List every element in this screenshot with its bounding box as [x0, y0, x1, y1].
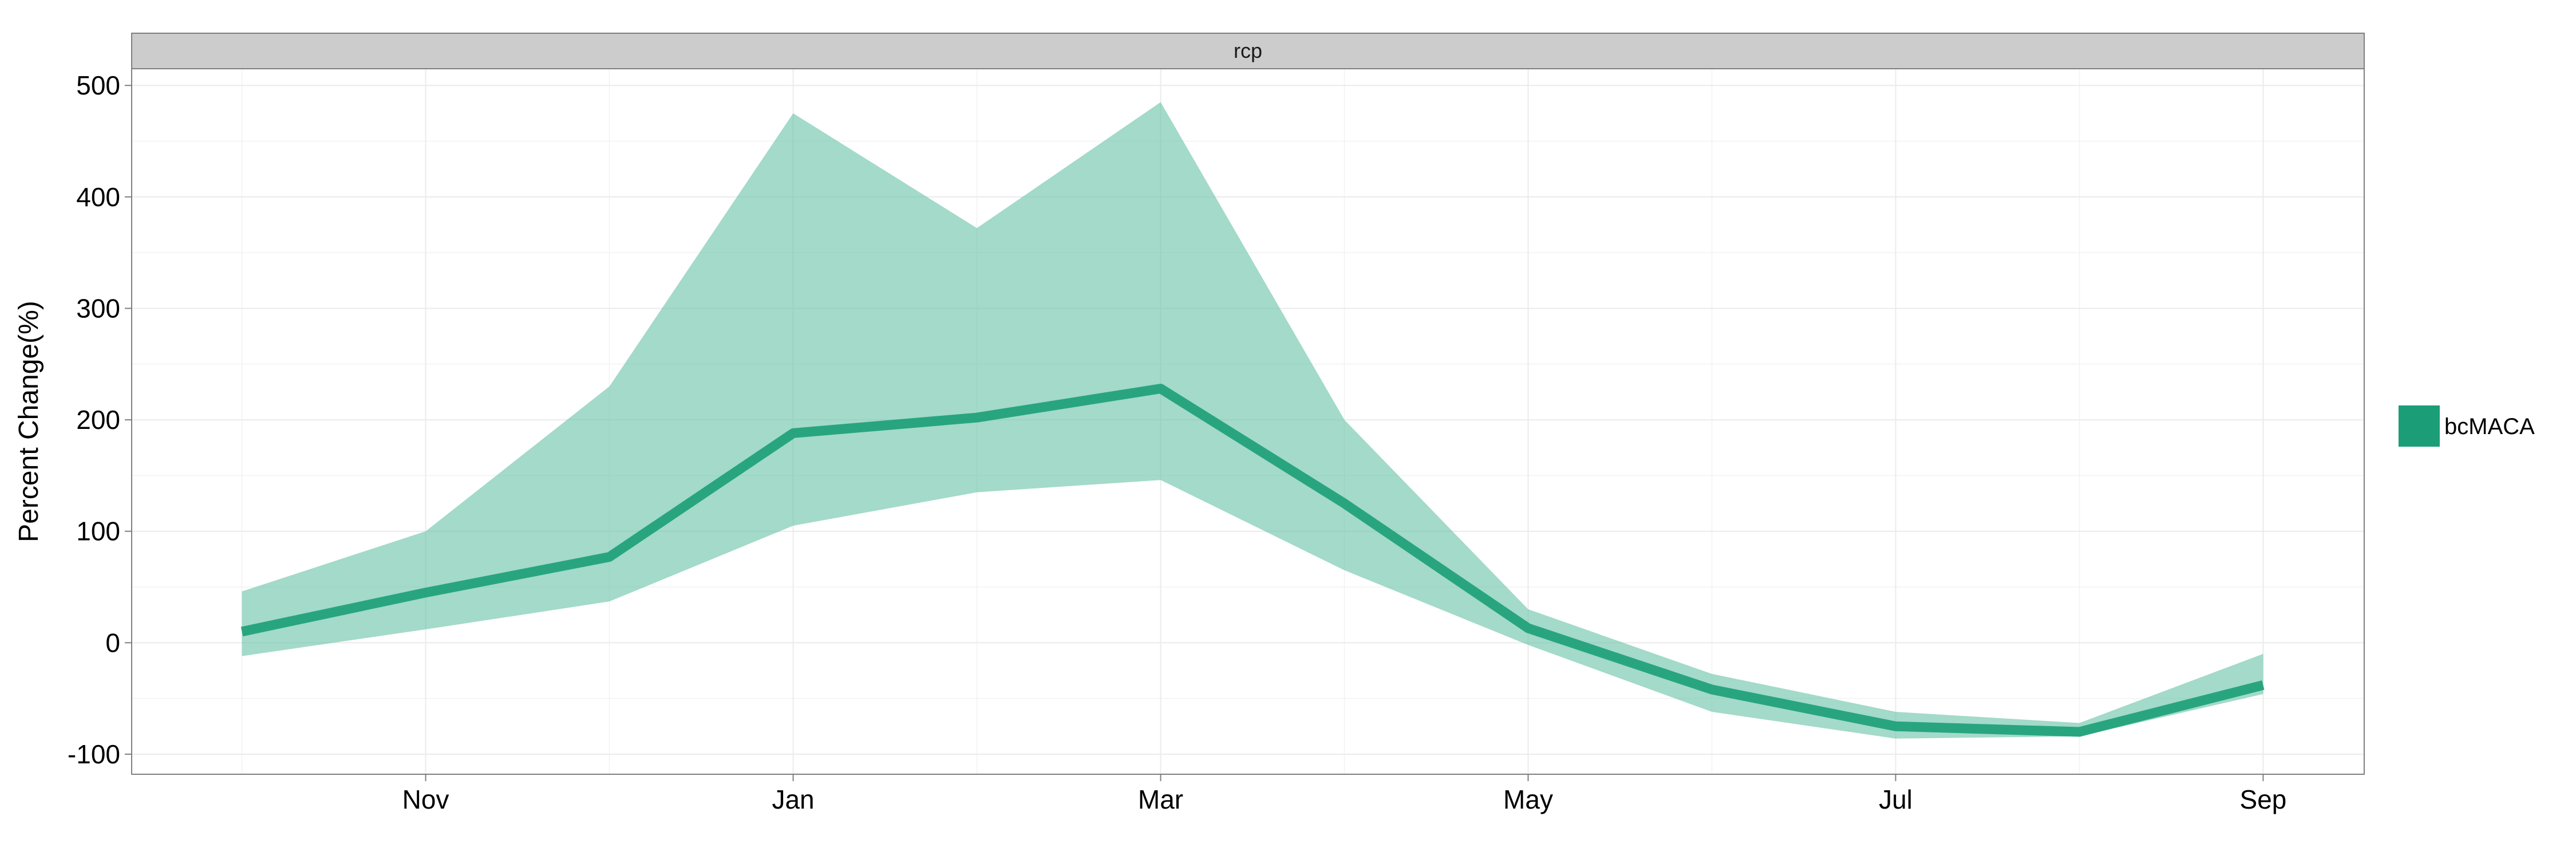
- series-point: [240, 629, 244, 634]
- y-axis-title: Percent Change(%): [14, 301, 44, 542]
- legend-label-bcmaca: bcMACA: [2444, 414, 2535, 439]
- y-tick-label: 100: [76, 517, 120, 546]
- series-point: [1526, 626, 1531, 631]
- series-point: [975, 415, 979, 420]
- series-point: [2077, 730, 2082, 734]
- series-point: [1342, 501, 1347, 506]
- x-tick-label: May: [1503, 785, 1553, 814]
- x-axis: Nov Jan Mar May Jul Sep: [402, 774, 2287, 814]
- series-point: [424, 590, 428, 595]
- series-point: [607, 555, 612, 559]
- legend: bcMACA: [2399, 405, 2535, 447]
- y-axis: -100 0 100 200 300 400 500: [68, 70, 132, 769]
- plot-panel-border: [131, 68, 2365, 775]
- line-layer: [240, 384, 2266, 737]
- series-point: [1894, 724, 1898, 728]
- legend-key-bcmaca: [2399, 405, 2440, 447]
- y-tick-label: 300: [76, 293, 120, 323]
- y-tick-label: 200: [76, 405, 120, 435]
- facet-strip-background: [131, 33, 2365, 69]
- y-tick-label: 400: [76, 182, 120, 212]
- y-tick-label: 500: [76, 70, 120, 100]
- x-tick-label: Nov: [402, 785, 449, 814]
- x-tick-label: Mar: [1138, 785, 1183, 814]
- facet-strip: rcp: [131, 33, 2365, 69]
- ribbon-layer: [242, 102, 2263, 739]
- x-tick-label: Sep: [2240, 785, 2287, 814]
- series-point: [791, 431, 796, 435]
- series-point: [2261, 683, 2266, 687]
- series-point: [1159, 387, 1163, 391]
- x-tick-label: Jul: [1879, 785, 1913, 814]
- major-gridlines: [132, 69, 2364, 774]
- series-ribbon-0: [242, 102, 2263, 739]
- series-line-0: [240, 384, 2265, 737]
- y-tick-label: -100: [68, 739, 120, 769]
- x-tick-label: Jan: [772, 785, 814, 814]
- series-point: [1710, 687, 1714, 692]
- facet-strip-label: rcp: [1234, 39, 1262, 62]
- y-tick-label: 0: [105, 628, 120, 657]
